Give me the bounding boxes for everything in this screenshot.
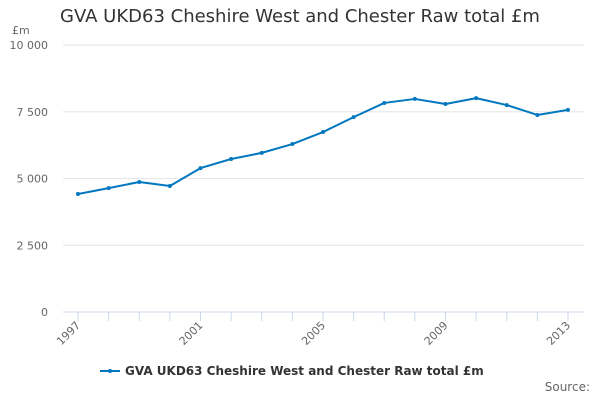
data-point-marker[interactable] [382,100,387,105]
data-point-marker[interactable] [504,103,509,108]
data-point-marker[interactable] [259,150,264,155]
x-tick-label: 1997 [54,319,83,348]
data-point-marker[interactable] [566,107,570,112]
y-tick-label: 2 500 [17,239,49,252]
x-tick-label: 2013 [544,319,573,348]
data-point-marker[interactable] [76,191,80,196]
x-tick-label: 2009 [422,319,451,348]
data-point-marker[interactable] [137,179,142,184]
y-tick-label: 0 [41,306,48,319]
data-series [76,96,570,196]
data-point-marker[interactable] [290,142,295,147]
data-point-marker[interactable] [167,183,172,188]
source-label: Source: [544,380,590,394]
data-point-marker[interactable] [351,115,356,120]
chart-title: GVA UKD63 Cheshire West and Chester Raw … [60,6,540,27]
x-tick-label: 2001 [177,319,206,348]
data-point-marker[interactable] [321,130,325,135]
legend-line-marker-icon [100,365,120,377]
legend-label: GVA UKD63 Cheshire West and Chester Raw … [125,364,484,378]
x-tick-label: 2005 [299,319,328,348]
data-point-marker[interactable] [443,102,448,107]
legend-item[interactable]: GVA UKD63 Cheshire West and Chester Raw … [100,364,484,378]
series-line [77,97,569,195]
data-point-marker[interactable] [198,166,203,171]
data-point-marker[interactable] [412,96,417,101]
y-tick-label: 7 500 [17,106,49,119]
y-axis-ticks: 0 2 500 5 000 7 500 10 000 [10,39,49,319]
data-point-marker[interactable] [106,186,111,191]
x-axis: 1997 2001 2005 2009 2013 [54,311,584,348]
gridlines [63,44,584,246]
data-point-marker[interactable] [229,157,234,162]
data-point-marker[interactable] [474,96,479,101]
y-tick-label: 10 000 [10,39,49,52]
y-axis-unit-label: £m [12,24,30,37]
y-tick-label: 5 000 [17,173,49,186]
data-point-marker[interactable] [535,112,540,117]
